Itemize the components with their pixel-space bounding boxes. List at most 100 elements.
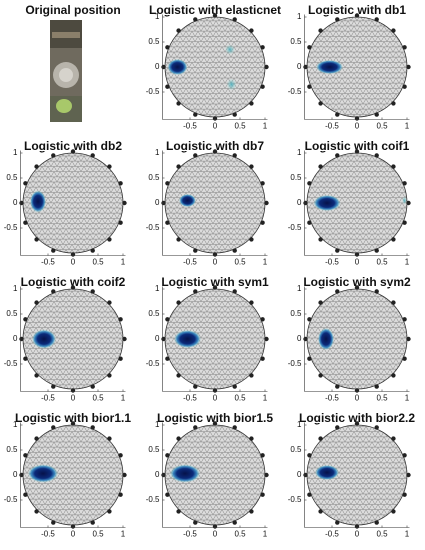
x-tick-label: 1 (263, 258, 268, 267)
electrode (232, 520, 237, 525)
electrode (176, 164, 181, 169)
mesh (165, 289, 265, 389)
electrode (374, 112, 379, 117)
y-tick-label: 1 (13, 284, 18, 293)
y-tick-label: 1 (297, 284, 302, 293)
x-tick-label: 1 (121, 394, 126, 403)
panel: -0.5 0 0.5 1 -0.5 0 0.5 1 (288, 420, 411, 539)
x-tick-label: 0.5 (92, 394, 104, 403)
electrode (232, 112, 237, 117)
electrode (193, 153, 198, 158)
y-tick-label: 1 (155, 12, 160, 21)
electrode (391, 101, 396, 106)
electrode (391, 373, 396, 378)
electrode (51, 153, 56, 158)
electrode (249, 101, 254, 106)
x-tick-label: 0.5 (92, 258, 104, 267)
y-tick-label: -0.5 (146, 359, 160, 368)
electrode (391, 237, 396, 242)
electrode (374, 248, 379, 253)
mesh (307, 425, 407, 525)
y-tick-label: 0 (297, 198, 302, 207)
electrode (307, 492, 312, 497)
reconstruction (313, 195, 407, 211)
x-tick-label: 0 (355, 394, 360, 403)
photo (50, 20, 82, 122)
y-tick-label: 0 (13, 334, 18, 343)
electrode (260, 220, 265, 225)
electrode (318, 101, 323, 106)
electrode (51, 520, 56, 525)
electrode (402, 220, 407, 225)
y-tick-label: 1 (13, 148, 18, 157)
electrode (23, 453, 28, 458)
y-tick-label: 0 (297, 470, 302, 479)
electrode (176, 28, 181, 33)
electrode (212, 13, 218, 18)
reconstruction (170, 464, 200, 483)
panel-title: Logistic with db7 (166, 139, 264, 153)
electrode (335, 384, 340, 389)
electrode (118, 220, 123, 225)
electrode (90, 153, 95, 158)
reconstruction (32, 329, 56, 349)
electrode (318, 28, 323, 33)
y-tick-label: 0 (155, 470, 160, 479)
electrode (374, 425, 379, 430)
electrode (391, 300, 396, 305)
conductivity-blob (226, 78, 237, 91)
electrode (264, 64, 269, 70)
electrode (90, 425, 95, 430)
electrode (307, 220, 312, 225)
electrode (318, 436, 323, 441)
electrode (335, 289, 340, 294)
electrode (90, 248, 95, 253)
y-tick-label: 0.5 (148, 445, 160, 454)
electrode (249, 436, 254, 441)
electrode (318, 300, 323, 305)
x-tick-label: 1 (405, 258, 410, 267)
electrode (165, 453, 170, 458)
conductivity-blob (179, 194, 196, 207)
electrode (51, 384, 56, 389)
electrode (406, 336, 411, 342)
y-tick-label: -0.5 (288, 223, 302, 232)
mesh (307, 17, 407, 117)
electrode (118, 317, 123, 322)
electrode (122, 472, 127, 478)
electrode (34, 509, 39, 514)
electrode (212, 285, 218, 290)
electrode (193, 248, 198, 253)
electrode (307, 356, 312, 361)
electrode (406, 200, 411, 206)
y-tick-label: 0.5 (290, 309, 302, 318)
y-tick-label: 1 (297, 148, 302, 157)
electrode (232, 425, 237, 430)
reconstruction (28, 464, 58, 483)
conductivity-blob (174, 330, 201, 348)
x-tick-label: 0 (213, 258, 218, 267)
electrode (402, 492, 407, 497)
electrode (307, 84, 312, 89)
electrode (318, 164, 323, 169)
reconstruction (316, 60, 343, 74)
electrode (307, 453, 312, 458)
y-tick-label: 0 (155, 62, 160, 71)
panel-title: Logistic with db1 (308, 3, 406, 17)
electrode (264, 472, 269, 478)
x-tick-label: -0.5 (41, 530, 55, 539)
x-tick-label: 0 (213, 394, 218, 403)
panel: -0.5 0 0.5 1 -0.5 0 0.5 1 (4, 284, 127, 403)
panel: -0.5 0 0.5 1 -0.5 0 0.5 1 (4, 148, 127, 267)
x-tick-label: 0 (355, 122, 360, 131)
electrode (402, 45, 407, 50)
x-tick-label: 0 (71, 258, 76, 267)
x-tick-label: -0.5 (41, 258, 55, 267)
conductivity-blob (316, 60, 343, 74)
electrode (402, 84, 407, 89)
panel-title: Logistic with bior2.2 (299, 411, 415, 425)
y-tick-label: -0.5 (146, 495, 160, 504)
electrode (391, 164, 396, 169)
electrode (402, 453, 407, 458)
